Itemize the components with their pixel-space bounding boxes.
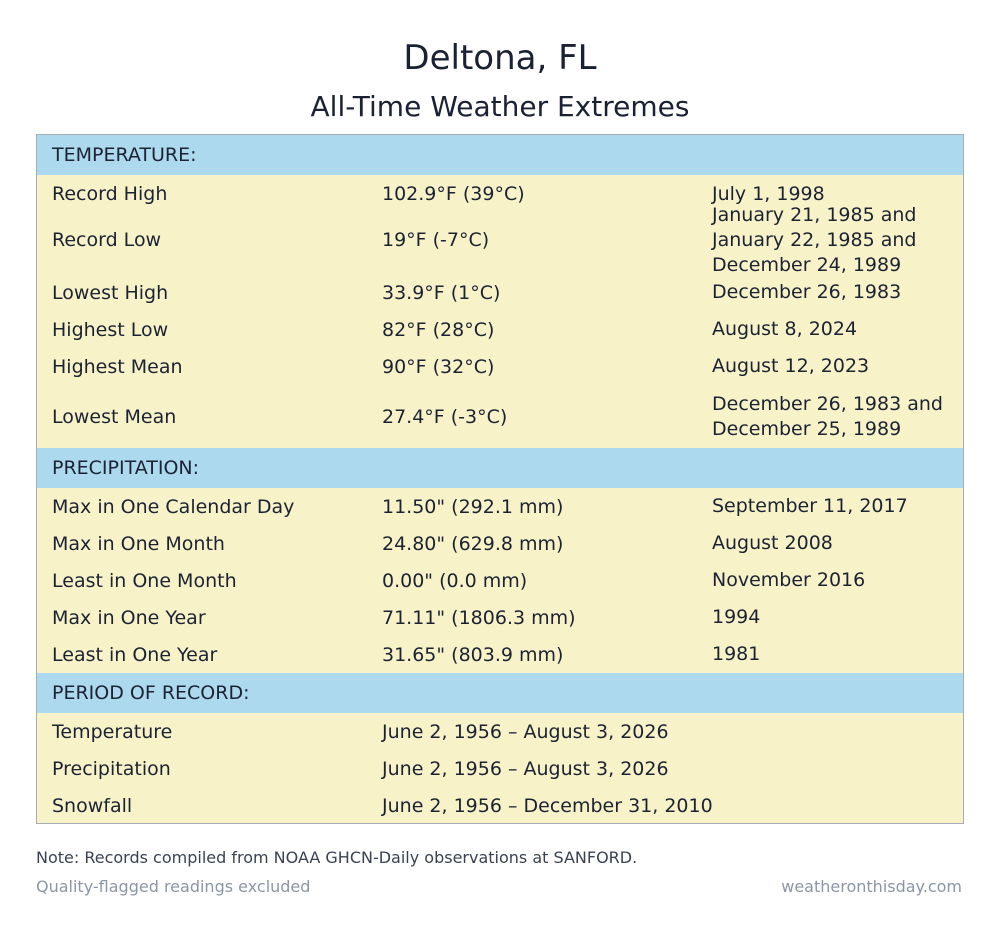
- row-value: 27.4°F (-3°C): [382, 406, 508, 428]
- footer-note: Note: Records compiled from NOAA GHCN-Da…: [36, 848, 638, 867]
- table-row: Snowfall June 2, 1956 – December 31, 201…: [37, 787, 963, 824]
- table-row: Max in One Month 24.80" (629.8 mm) Augus…: [37, 525, 963, 562]
- row-value: 11.50" (292.1 mm): [382, 495, 564, 518]
- row-value: 0.00" (0.0 mm): [382, 569, 528, 592]
- table-row: Temperature June 2, 1956 – August 3, 202…: [37, 713, 963, 750]
- table-row: Least in One Year 31.65" (803.9 mm) 1981: [37, 636, 963, 673]
- table-row: Highest Mean 90°F (32°C) August 12, 2023: [37, 348, 963, 385]
- table-row: Lowest Mean 27.4°F (-3°C) December 26, 1…: [37, 386, 963, 448]
- row-label: Record High: [52, 183, 168, 205]
- row-label: Precipitation: [52, 757, 171, 780]
- row-label: Least in One Year: [52, 643, 218, 666]
- table-row: Lowest High 33.9°F (1°C) December 26, 19…: [37, 274, 963, 311]
- row-date: August 12, 2023: [712, 355, 870, 377]
- row-value: 82°F (28°C): [382, 318, 495, 341]
- row-value: June 2, 1956 – December 31, 2010: [382, 794, 713, 817]
- row-label: Record Low: [52, 229, 162, 251]
- row-date: September 11, 2017: [712, 495, 908, 517]
- table-row: Record High 102.9°F (39°C) July 1, 1998: [37, 175, 963, 213]
- extremes-table: TEMPERATURE: Record High 102.9°F (39°C) …: [36, 134, 964, 824]
- section-header-temperature: TEMPERATURE:: [37, 135, 963, 175]
- row-label: Least in One Month: [52, 569, 237, 592]
- row-date: August 2008: [712, 532, 833, 554]
- row-value: June 2, 1956 – August 3, 2026: [382, 757, 669, 780]
- table-row: Precipitation June 2, 1956 – August 3, 2…: [37, 750, 963, 787]
- row-label: Lowest Mean: [52, 406, 177, 428]
- section-header-precipitation: PRECIPITATION:: [37, 448, 963, 488]
- row-value: 33.9°F (1°C): [382, 281, 501, 304]
- row-value: 90°F (32°C): [382, 355, 495, 378]
- row-value: 19°F (-7°C): [382, 229, 490, 251]
- row-label: Temperature: [52, 720, 173, 743]
- table-row: Record Low 19°F (-7°C) January 21, 1985 …: [37, 207, 963, 273]
- row-label: Max in One Year: [52, 606, 206, 629]
- row-value: June 2, 1956 – August 3, 2026: [382, 720, 669, 743]
- row-value: 71.11" (1806.3 mm): [382, 606, 576, 629]
- section-header-period-of-record: PERIOD OF RECORD:: [37, 673, 963, 713]
- quality-flag-note: Quality-flagged readings excluded: [36, 877, 311, 896]
- page-subtitle: All-Time Weather Extremes: [310, 90, 690, 123]
- row-value: 31.65" (803.9 mm): [382, 643, 564, 666]
- row-label: Highest Low: [52, 318, 169, 341]
- table-row: Highest Low 82°F (28°C) August 8, 2024: [37, 311, 963, 348]
- table-row: Max in One Calendar Day 11.50" (292.1 mm…: [37, 488, 963, 525]
- table-row: Least in One Month 0.00" (0.0 mm) Novemb…: [37, 562, 963, 599]
- table-row: Max in One Year 71.11" (1806.3 mm) 1994: [37, 599, 963, 636]
- row-label: Max in One Calendar Day: [52, 495, 295, 518]
- row-label: Lowest High: [52, 281, 169, 304]
- row-label: Snowfall: [52, 794, 133, 817]
- row-label: Max in One Month: [52, 532, 225, 555]
- row-date: January 21, 1985 and January 22, 1985 an…: [712, 207, 917, 273]
- row-date: December 26, 1983: [712, 281, 902, 303]
- row-date: 1994: [712, 606, 761, 628]
- row-value: 102.9°F (39°C): [382, 183, 525, 205]
- row-date: July 1, 1998: [712, 182, 825, 205]
- row-value: 24.80" (629.8 mm): [382, 532, 564, 555]
- row-label: Highest Mean: [52, 355, 183, 378]
- page-title: Deltona, FL: [403, 38, 597, 78]
- row-date: August 8, 2024: [712, 318, 858, 340]
- source-credit: weatheronthisday.com: [781, 877, 962, 896]
- row-date: 1981: [712, 643, 761, 665]
- row-date: November 2016: [712, 569, 866, 591]
- row-date: December 26, 1983 and December 25, 1989: [712, 393, 943, 440]
